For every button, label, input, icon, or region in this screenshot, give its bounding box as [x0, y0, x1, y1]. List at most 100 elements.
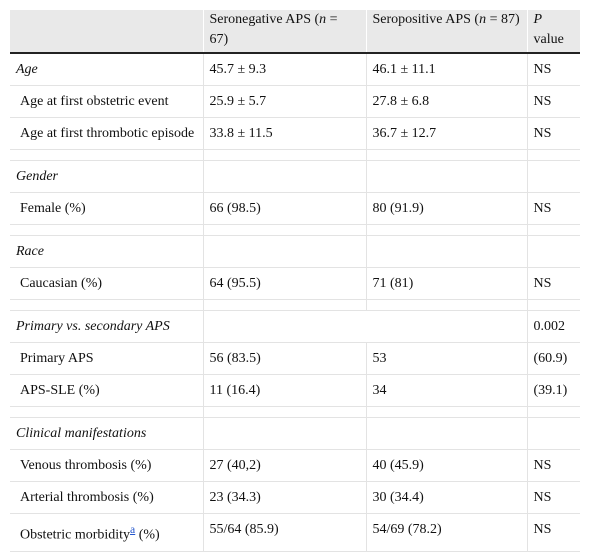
cell: 11 (16.4) [202, 374, 366, 407]
row-label: Age at first obstetric event [10, 85, 203, 118]
empty-cell [526, 417, 580, 450]
cell: 0.002 [526, 310, 580, 343]
spacer-cell [526, 224, 580, 236]
cell: 66 (98.5) [202, 192, 366, 225]
cell: 27.8 ± 6.8 [365, 85, 527, 118]
header-cell: Seronegative APS (n = 67) [202, 10, 366, 54]
text: Age at first thrombotic episode [20, 126, 195, 141]
spacer-cell [526, 149, 580, 161]
row-label: Gender [10, 160, 203, 193]
text: value [533, 32, 564, 47]
text: Arterial thrombosis (%) [20, 490, 154, 505]
text: Obstetric morbidity [20, 527, 131, 543]
cell: 36.7 ± 12.7 [365, 117, 527, 150]
row-label: Obstetric morbiditya (%) [10, 513, 203, 552]
header-row: Seronegative APS (n = 67) Seropositive AP… [10, 10, 580, 54]
row-label: Clinical manifestations [10, 417, 203, 450]
text: Seronegative APS ( [209, 12, 320, 27]
cell: (60.9) [526, 342, 580, 375]
empty-cell [202, 417, 366, 450]
spacer-cell [365, 406, 527, 418]
text: Venous thrombosis (%) [20, 458, 152, 473]
spacer-row [10, 224, 580, 236]
spacer-cell [10, 299, 203, 311]
empty-cell [526, 235, 580, 268]
spacer-cell [526, 299, 580, 311]
cell: NS [526, 449, 580, 482]
data-row: Caucasian (%) 64 (95.5) 71 (81) NS [10, 267, 580, 300]
cell: 33.8 ± 11.5 [202, 117, 366, 150]
section-row: Primary vs. secondary APS 0.002 [10, 310, 580, 343]
cell: 53 [365, 342, 527, 375]
text: Seropositive APS ( [372, 12, 480, 27]
cell: 40 (45.9) [365, 449, 527, 482]
spacer-cell [202, 149, 366, 161]
row-label: Female (%) [10, 192, 203, 225]
data-row: Female (%) 66 (98.5) 80 (91.9) NS [10, 192, 580, 225]
row-label: Arterial thrombosis (%) [10, 481, 203, 514]
spacer-row [10, 406, 580, 418]
cell: (39.1) [526, 374, 580, 407]
spacer-row [10, 149, 580, 161]
footnote-link[interactable]: a [130, 523, 136, 536]
spacer-cell [202, 299, 366, 311]
text: Age [16, 62, 38, 77]
section-row: Age 45.7 ± 9.3 46.1 ± 11.1 NS [10, 53, 580, 86]
text: Primary APS [20, 351, 94, 366]
cell: 54/69 (78.2) [365, 513, 527, 552]
cell: NS [526, 192, 580, 225]
spacer-cell [10, 149, 203, 161]
text: Race [16, 244, 44, 259]
data-row: Age at first thrombotic episode 33.8 ± 11… [10, 117, 580, 150]
text: Female (%) [20, 201, 86, 216]
cell: 25.9 ± 5.7 [202, 85, 366, 118]
italic-text: n [319, 12, 327, 27]
text: APS-SLE (%) [20, 383, 100, 398]
cell: 56 (83.5) [202, 342, 366, 375]
text: Primary vs. secondary APS [16, 319, 170, 334]
cell: NS [526, 117, 580, 150]
data-row: Age at first obstetric event 25.9 ± 5.7 27… [10, 85, 580, 118]
row-label: APS-SLE (%) [10, 374, 203, 407]
empty-cell [526, 160, 580, 193]
cell: NS [526, 85, 580, 118]
header-cell: Seropositive APS (n = 87) [365, 10, 527, 54]
text: = 87) [486, 12, 520, 27]
row-label: Age [10, 53, 203, 86]
cell: 80 (91.9) [365, 192, 527, 225]
spacer-cell [10, 406, 203, 418]
text: (%) [135, 527, 160, 543]
text: = 67) [209, 12, 338, 47]
data-row: Venous thrombosis (%) 27 (40,2) 40 (45.9) N… [10, 449, 580, 482]
empty-cell [202, 310, 527, 343]
cell: 23 (34.3) [202, 481, 366, 514]
italic-text: n [479, 12, 487, 27]
empty-cell [365, 417, 527, 450]
section-row: Clinical manifestations [10, 417, 580, 450]
row-label: Venous thrombosis (%) [10, 449, 203, 482]
empty-cell [202, 160, 366, 193]
text: Clinical manifestations [16, 426, 147, 441]
header-cell [10, 10, 203, 54]
spacer-cell [365, 299, 527, 311]
data-row: Primary APS 56 (83.5) 53 (60.9) [10, 342, 580, 375]
empty-cell [365, 235, 527, 268]
data-row: Arterial thrombosis (%) 23 (34.3) 30 (34.4… [10, 481, 580, 514]
cell: NS [526, 513, 580, 552]
cell: 64 (95.5) [202, 267, 366, 300]
footnote-mark: a [130, 523, 135, 536]
data-row: APS-SLE (%) 11 (16.4) 34 (39.1) [10, 374, 580, 407]
cell: NS [526, 53, 580, 86]
italic-text: P [533, 12, 543, 27]
cell: 71 (81) [365, 267, 527, 300]
data-row: Obstetric morbiditya (%) 55/64 (85.9) 54/6… [10, 513, 580, 552]
cell: NS [526, 267, 580, 300]
cell: 27 (40,2) [202, 449, 366, 482]
section-row: Gender [10, 160, 580, 193]
spacer-row [10, 299, 580, 311]
spacer-cell [365, 149, 527, 161]
header-cell: P value [526, 10, 580, 54]
empty-cell [202, 235, 366, 268]
cell: 46.1 ± 11.1 [365, 53, 527, 86]
